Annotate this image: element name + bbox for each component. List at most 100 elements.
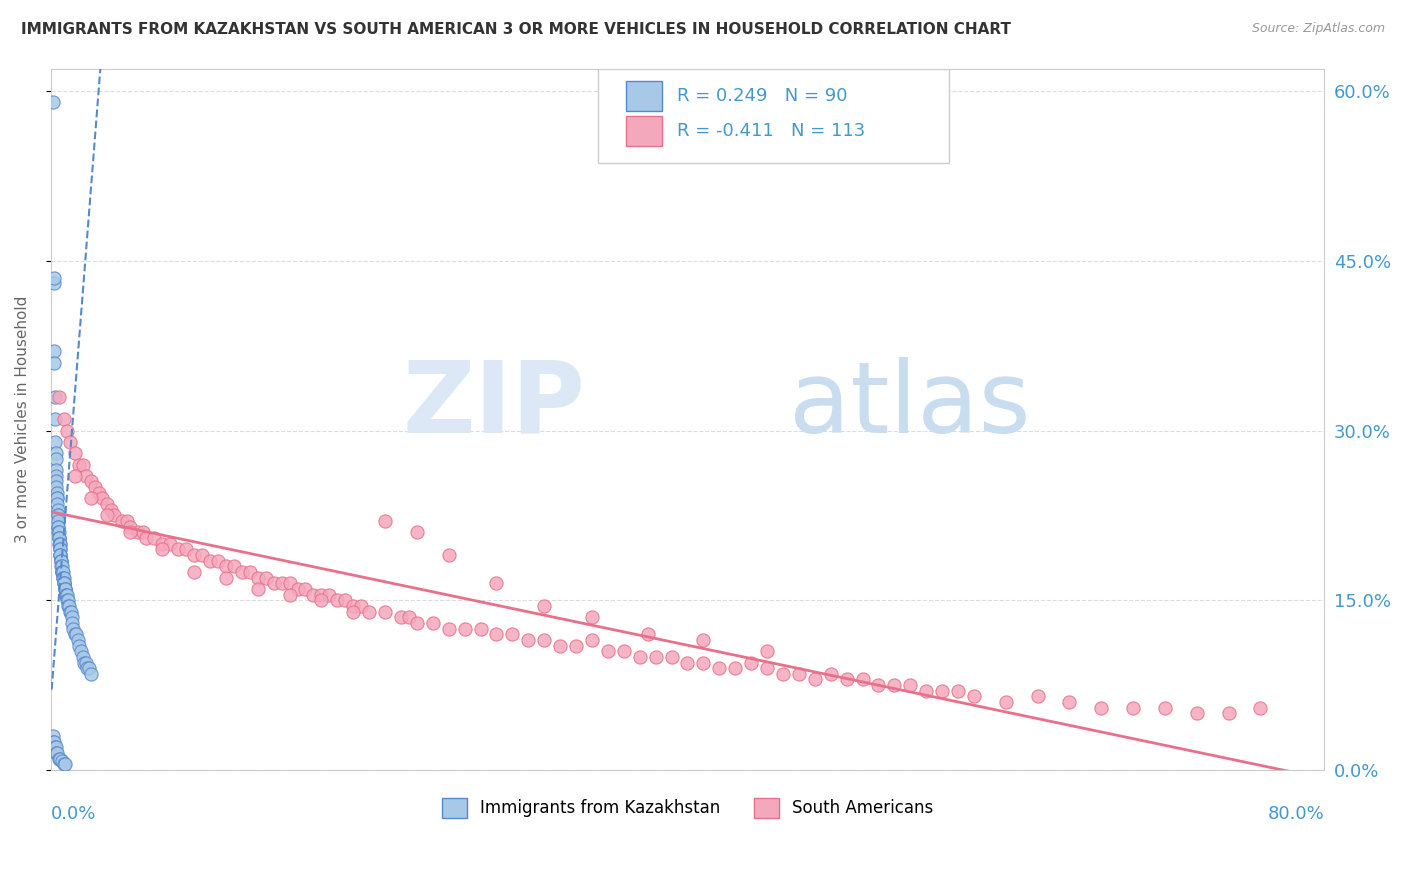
Point (49, 548, 72, 562)
Point (389, 610, 412, 624)
Point (772, 666, 794, 681)
Point (56, 593, 79, 607)
Point (44, 434, 66, 449)
Text: R = -0.411   N = 113: R = -0.411 N = 113 (678, 122, 866, 140)
Text: IMMIGRANTS FROM KAZAKHSTAN VS SOUTH AMERICAN 3 OR MORE VEHICLES IN HOUSEHOLD COR: IMMIGRANTS FROM KAZAKHSTAN VS SOUTH AMER… (21, 22, 1011, 37)
Point (48, 537, 70, 551)
Point (48, 390, 70, 404)
Point (1090, 700, 1112, 714)
Point (374, 605, 396, 619)
Point (52, 576, 75, 591)
Point (787, 666, 810, 681)
Point (45, 491, 67, 506)
Point (246, 571, 269, 585)
Point (198, 554, 221, 568)
Point (215, 571, 238, 585)
Point (644, 649, 666, 664)
Point (45, 451, 67, 466)
Point (692, 656, 714, 670)
Point (143, 531, 166, 545)
Point (60, 615, 83, 630)
Point (48, 520, 70, 534)
Text: 80.0%: 80.0% (1267, 805, 1324, 823)
Point (69, 639, 91, 653)
Point (159, 537, 181, 551)
Point (52, 571, 75, 585)
Point (835, 673, 858, 687)
Point (90, 491, 112, 506)
Point (931, 683, 953, 698)
Point (270, 576, 292, 591)
Point (44, 344, 66, 359)
Point (42, 95, 65, 110)
Point (45, 475, 67, 489)
Point (79, 491, 101, 506)
Point (84, 480, 107, 494)
Point (132, 525, 155, 540)
Point (46, 508, 69, 523)
Point (62, 622, 84, 636)
Point (49, 542, 72, 557)
Point (52, 576, 75, 591)
Point (49, 548, 72, 562)
Point (406, 525, 429, 540)
Point (239, 565, 262, 579)
Point (51, 565, 73, 579)
Point (311, 588, 333, 602)
Text: Source: ZipAtlas.com: Source: ZipAtlas.com (1251, 22, 1385, 36)
Point (1026, 690, 1049, 704)
Text: R = 0.249   N = 90: R = 0.249 N = 90 (678, 87, 848, 105)
Point (65, 627, 87, 641)
Point (111, 514, 134, 528)
Point (302, 588, 325, 602)
Legend: Immigrants from Kazakhstan, South Americans: Immigrants from Kazakhstan, South Americ… (434, 791, 939, 825)
Point (51, 559, 73, 574)
Point (45, 740, 67, 755)
Point (53, 576, 76, 591)
Point (46, 746, 69, 760)
Point (437, 548, 460, 562)
Point (517, 632, 540, 647)
Point (76, 661, 98, 675)
Point (46, 514, 69, 528)
Point (45, 746, 67, 760)
Point (44, 356, 66, 370)
Point (191, 548, 214, 562)
Point (804, 673, 827, 687)
Point (45, 468, 67, 483)
Point (946, 683, 969, 698)
Point (756, 644, 779, 658)
Point (66, 632, 89, 647)
Point (72, 649, 94, 664)
Point (55, 582, 77, 596)
Point (63, 468, 86, 483)
Point (596, 644, 619, 658)
Point (326, 593, 349, 607)
Point (359, 605, 381, 619)
Point (883, 678, 905, 692)
Point (42, 270, 65, 285)
Point (53, 582, 76, 596)
Point (374, 514, 396, 528)
Point (52, 757, 75, 772)
Point (44, 412, 66, 426)
Point (1185, 706, 1208, 721)
Point (48, 531, 70, 545)
Point (963, 690, 986, 704)
Point (318, 588, 340, 602)
Point (740, 656, 762, 670)
Point (581, 632, 603, 647)
Point (183, 548, 205, 562)
Point (898, 678, 921, 692)
FancyBboxPatch shape (627, 81, 662, 111)
Point (58, 599, 80, 613)
Point (533, 632, 555, 647)
Point (231, 565, 253, 579)
Point (915, 683, 938, 698)
Point (150, 542, 173, 557)
Point (174, 542, 197, 557)
Point (96, 508, 118, 523)
Point (548, 639, 571, 653)
Point (42, 729, 65, 743)
Point (48, 531, 70, 545)
